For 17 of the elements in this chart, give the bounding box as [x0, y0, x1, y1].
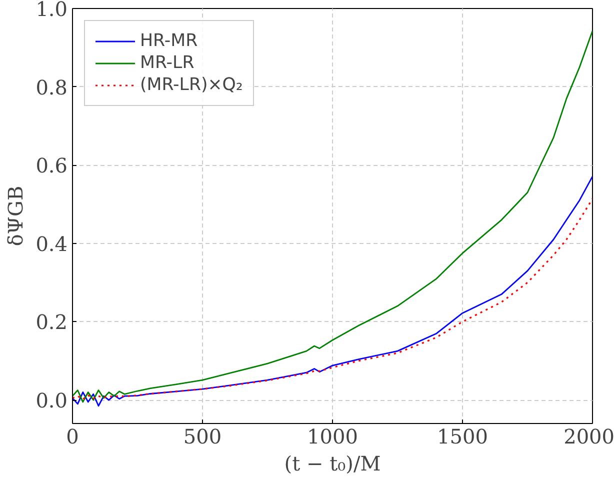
legend-label: (MR-LR)×Q₂ — [140, 75, 243, 95]
x-tick-label: 500 — [183, 424, 222, 448]
legend-label: HR-MR — [140, 31, 198, 51]
y-axis-title: δΨGB — [4, 186, 28, 246]
y-tick-label: 0.8 — [36, 75, 68, 100]
y-tick-label: 0.2 — [36, 310, 68, 334]
x-tick-label: 2000 — [564, 424, 614, 448]
legend-label: MR-LR — [140, 53, 194, 73]
y-tick-label: 0.4 — [36, 232, 68, 256]
x-tick-label: 1000 — [307, 424, 358, 448]
y-tick-label: 0.6 — [36, 154, 68, 178]
y-tick-label: 0.0 — [36, 388, 68, 413]
x-axis-title: (t − t₀)/M — [284, 452, 381, 476]
y-tick-label: 1.0 — [36, 0, 68, 21]
line-series — [72, 30, 592, 403]
x-tick-label: 1500 — [437, 424, 488, 448]
x-tick-label: 0 — [66, 424, 79, 448]
